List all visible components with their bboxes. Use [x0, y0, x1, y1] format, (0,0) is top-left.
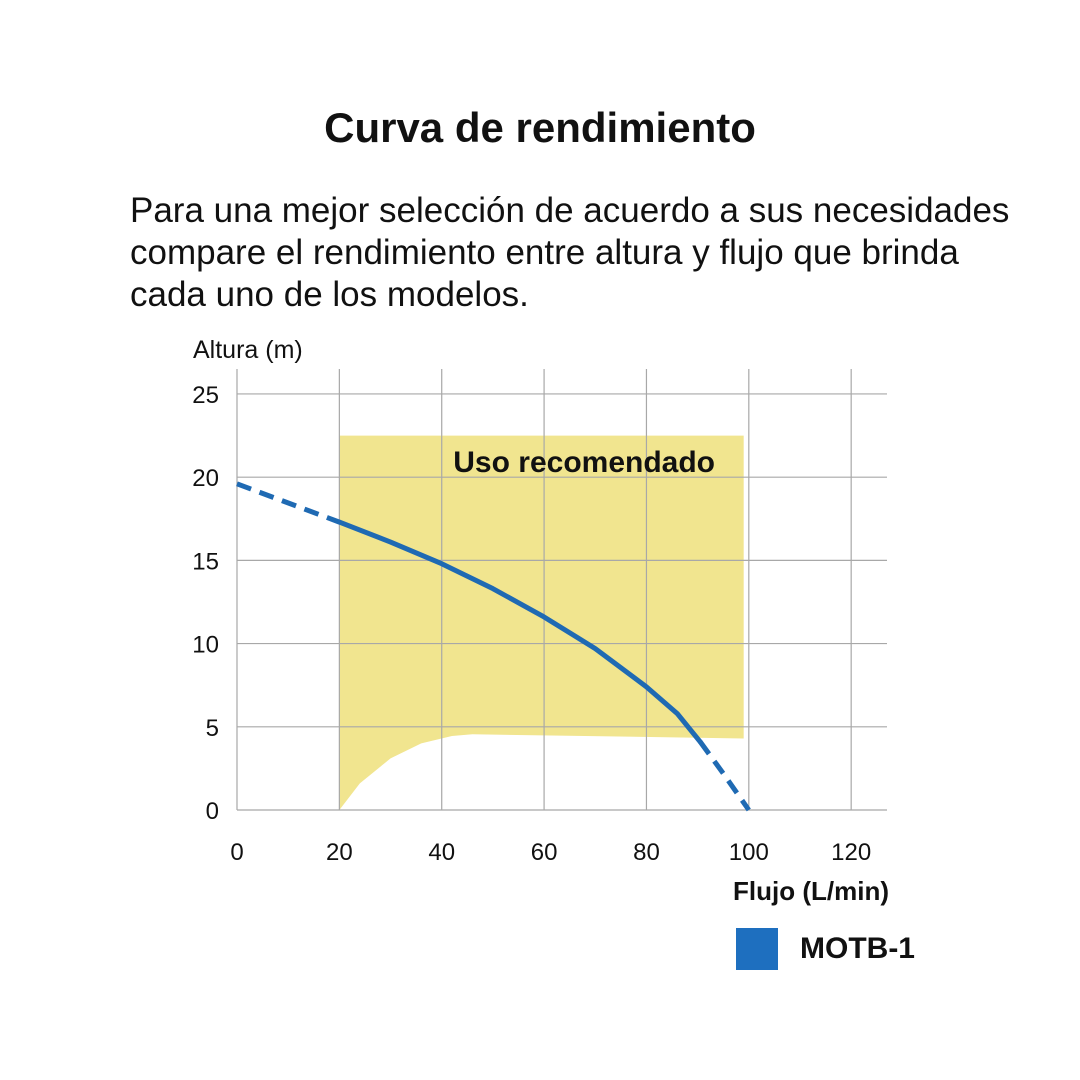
y-tick-label: 15 — [192, 548, 219, 575]
intro-line: cada uno de los modelos. — [130, 275, 529, 314]
intro-paragraph: Para una mejor selección de acuerdo a su… — [130, 190, 1010, 316]
chart-legend: MOTB-1 — [736, 928, 915, 970]
x-tick-label: 0 — [230, 839, 243, 866]
x-tick-label: 40 — [428, 839, 455, 866]
legend-label: MOTB-1 — [800, 932, 915, 965]
x-axis-label: Flujo (L/min) — [733, 876, 889, 906]
intro-line: compare el rendimiento entre altura y fl… — [130, 233, 959, 272]
y-tick-label: 5 — [206, 715, 219, 742]
series-line-solid — [336, 519, 703, 745]
x-tick-label: 100 — [729, 839, 769, 866]
y-tick-label: 0 — [206, 798, 219, 825]
series-line-dashed-start — [236, 481, 341, 525]
legend-swatch — [736, 928, 778, 970]
page-title: Curva de rendimiento — [324, 104, 756, 151]
x-tick-label: 60 — [531, 839, 558, 866]
region-label: Uso recomendado — [453, 446, 715, 479]
y-tick-label: 10 — [192, 632, 219, 659]
x-tick-label: 80 — [633, 839, 660, 866]
y-tick-label: 20 — [192, 465, 219, 492]
series-line-dashed-end — [698, 740, 751, 812]
recommended-region — [339, 435, 744, 810]
y-axis-label: Altura (m) — [193, 336, 303, 364]
x-tick-label: 20 — [326, 839, 353, 866]
y-tick-label: 25 — [192, 382, 219, 409]
x-tick-label: 120 — [831, 839, 871, 866]
intro-line: Para una mejor selección de acuerdo a su… — [130, 191, 1010, 230]
